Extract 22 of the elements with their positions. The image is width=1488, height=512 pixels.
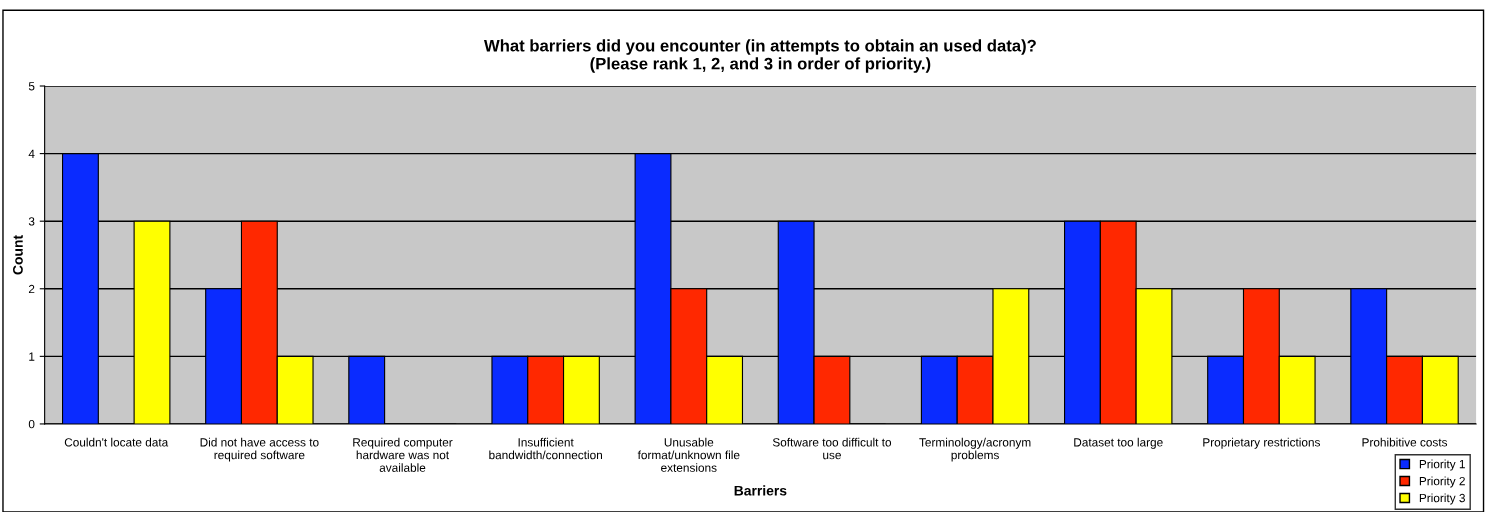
y-tick-label: 4 (28, 149, 35, 158)
y-tick-label: 5 (28, 82, 35, 91)
y-tick-label: 0 (28, 419, 35, 429)
y-tick-label: 2 (28, 284, 35, 294)
legend-label: Priority 2 (1419, 476, 1465, 488)
y-tick-label: 3 (28, 217, 35, 226)
x-tick-label: Proprietary restrictions (1203, 437, 1320, 449)
legend-label: Priority 1 (1419, 459, 1465, 471)
x-tick-label: Required computer hardware was not available (353, 437, 453, 472)
x-tick-label: Prohibitive costs (1362, 437, 1448, 447)
chart-title: What barriers did you encounter (in attempts to obtain an used data)? (Please rank 1, 2, and 3 in order of priority.) (483, 39, 1036, 73)
x-tick-label: Terminology/acronym problems (919, 437, 1031, 462)
x-tick-label: Unusable format/unknown file extensions (637, 437, 740, 472)
x-axis-title: Barriers (734, 485, 787, 496)
y-tick-label: 1 (29, 352, 35, 361)
x-tick-label: Couldn't locate data (64, 437, 169, 447)
x-tick-label: Software too difficult to use (772, 437, 892, 460)
x-tick-label: Dataset too large (1074, 437, 1163, 449)
legend-label: Priority 3 (1419, 493, 1465, 505)
x-tick-label: Did not have access to required software (200, 437, 319, 462)
y-axis-title: Count (12, 235, 23, 275)
x-tick-label: Insufficient bandwidth/connection (489, 437, 602, 460)
